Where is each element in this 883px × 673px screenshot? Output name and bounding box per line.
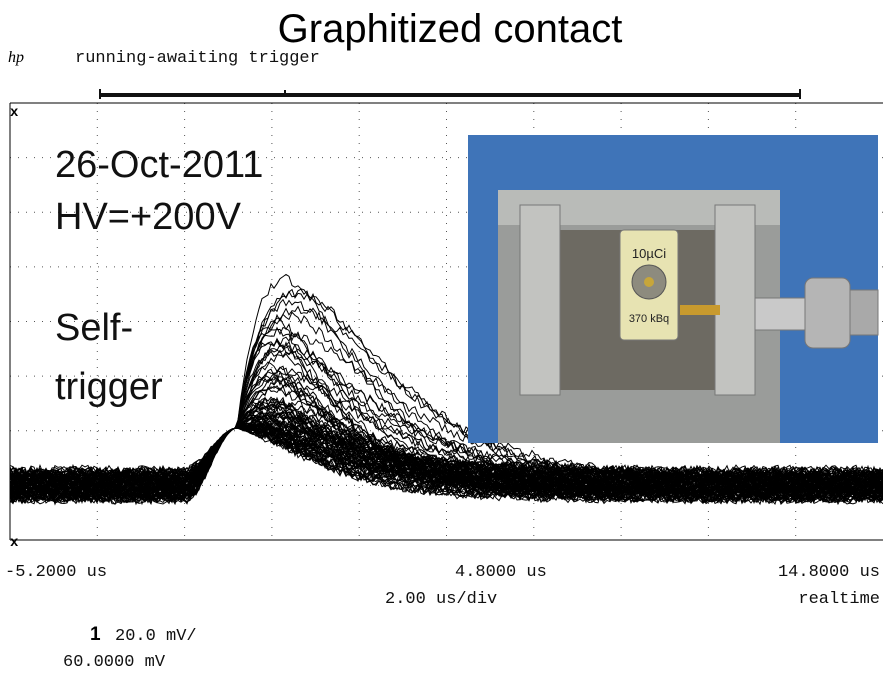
photo: 10µCi 370 kBq [468, 135, 878, 443]
marker: x [10, 535, 19, 551]
annotation: Self- [55, 307, 133, 349]
annotation: HV=+200V [55, 196, 242, 238]
time-bar [100, 89, 800, 99]
status: running-awaiting trigger [75, 49, 320, 68]
time-label: 4.8000 us [455, 563, 547, 582]
annotation: 26-Oct-2011 [55, 144, 263, 186]
photo-label: 10µCi [632, 246, 666, 261]
time-label: 14.8000 us [778, 563, 880, 582]
time-scale: 2.00 us/div [385, 590, 497, 609]
channel-number: 1 [90, 624, 101, 645]
screen: Graphitized contact hp running-awaiting … [0, 0, 883, 673]
photo-label: 370 kBq [629, 313, 669, 325]
annotation: trigger [55, 366, 163, 408]
title: Graphitized contact [278, 7, 623, 51]
logo: hp [8, 49, 24, 66]
channel-offset: 60.0000 mV [63, 653, 166, 672]
acq-mode: realtime [798, 590, 880, 609]
channel-scale: 20.0 mV/ [115, 627, 197, 646]
marker: x [10, 105, 19, 121]
time-label: -5.2000 us [5, 563, 107, 582]
page: {"header": {"title": "Graphitized contac… [0, 0, 883, 673]
